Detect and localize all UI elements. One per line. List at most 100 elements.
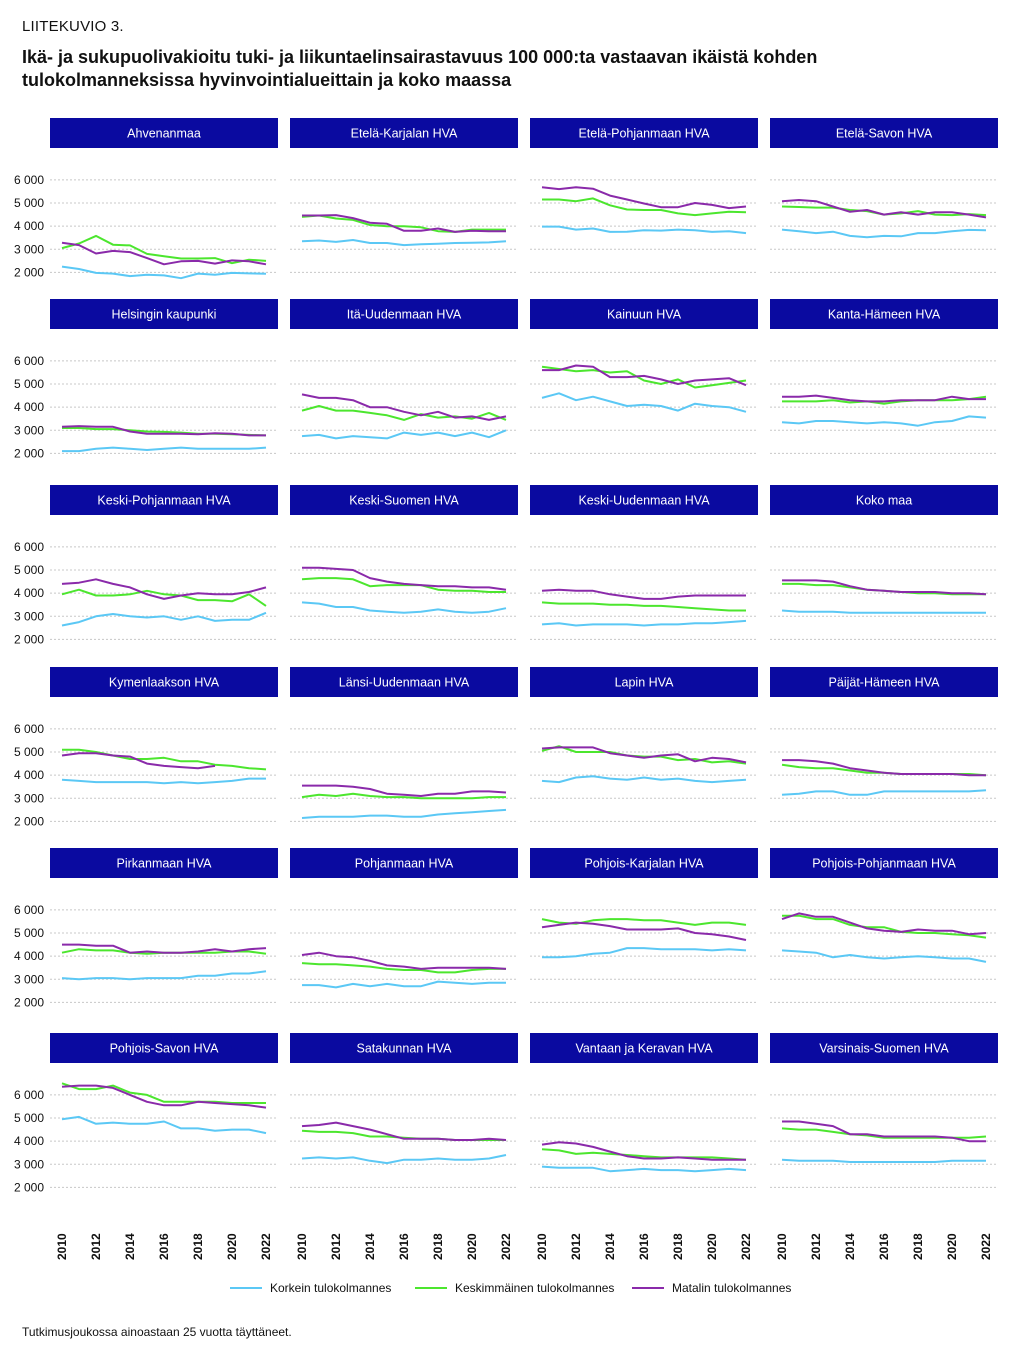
series-line-korkein [541,392,747,413]
series-line-matalin [541,1141,746,1161]
series-line-keskimmainen [301,214,506,233]
legend-item-korkein: Korkein tulokolmannes [230,1276,391,1300]
y-tick-label: 6 000 [14,722,44,736]
y-tick-label: 6 000 [14,173,44,187]
series-line-keskimmainen [782,395,987,405]
y-tick-label: 6 000 [14,903,44,917]
series-line-korkein [541,775,747,784]
legend-swatch-korkein [230,1287,262,1289]
series-line-matalin [781,199,987,219]
x-tick-label: 2012 [569,1233,583,1260]
footnote: Tutkimusjoukossa ainoastaan 25 vuotta tä… [22,1325,292,1339]
panel-header [770,118,998,148]
panel-header [290,118,518,148]
panel-title: Lapin HVA [615,676,674,690]
y-tick-label: 2 000 [14,995,44,1009]
legend-item-matalin: Matalin tulokolmannes [632,1276,791,1300]
x-tick-label: 2014 [363,1233,377,1260]
panel-title: Satakunnan HVA [357,1042,453,1056]
y-tick-label: 3 000 [14,791,44,805]
panel-header [530,1033,758,1063]
series-line-korkein [781,789,987,796]
legend-label-keskimmainen: Keskimmäinen tulokolmannes [455,1281,615,1295]
series-line-keskimmainen [301,792,506,800]
series-line-korkein [302,980,506,989]
y-tick-label: 2 000 [14,814,44,828]
figure-kicker: LIITEKUVIO 3. [22,18,124,35]
x-tick-label: 2014 [843,1233,857,1260]
series-line-korkein [61,611,267,627]
x-tick-label: 2020 [465,1233,479,1260]
x-tick-label: 2016 [397,1233,411,1260]
series-line-korkein [781,949,987,963]
series-line-matalin [302,214,506,233]
series-line-matalin [61,578,267,600]
legend-item-keskimmainen: Keskimmäinen tulokolmannes [415,1276,614,1300]
panel-title: Pohjois-Savon HVA [110,1042,220,1056]
series-line-matalin [541,186,747,210]
series-line-keskimmainen [541,1148,747,1161]
panel-header [50,299,278,329]
series-line-matalin [542,364,747,387]
series-line-matalin [541,921,747,941]
series-line-korkein [61,777,266,785]
panel-title: Vantaan ja Keravan HVA [575,1042,713,1056]
x-tick-label: 2022 [259,1233,273,1260]
x-tick-label: 2020 [945,1233,959,1260]
series-line-keskimmainen [782,914,987,939]
panel-header [530,485,758,515]
panel-title: Etelä-Karjalan HVA [351,127,458,141]
panel-title: Keski-Uudenmaan HVA [578,494,710,508]
series-line-korkein [301,429,507,440]
y-tick-label: 6 000 [14,1088,44,1102]
y-tick-label: 2 000 [14,1180,44,1194]
y-tick-label: 3 000 [14,242,44,256]
panel-title: Länsi-Uudenmaan HVA [339,676,470,690]
panel-title: Etelä-Savon HVA [836,127,933,141]
panel-header [770,1033,998,1063]
x-tick-label: 2022 [499,1233,513,1260]
x-tick-label: 2020 [705,1233,719,1260]
series-line-matalin [302,784,507,797]
series-line-matalin [782,394,986,403]
series-line-keskimmainen [61,234,267,265]
series-line-korkein [61,1115,267,1135]
series-line-korkein [301,808,507,819]
x-tick-label: 2018 [671,1233,685,1260]
panel-title: Varsinais-Suomen HVA [819,1042,949,1056]
panel-title: Koko maa [856,494,912,508]
series-line-matalin [62,943,267,954]
x-tick-label: 2010 [535,1233,549,1260]
x-tick-label: 2022 [979,1233,993,1260]
x-tick-label: 2020 [225,1233,239,1260]
y-tick-label: 5 000 [14,377,44,391]
panel-title: Pohjois-Pohjanmaan HVA [812,857,956,871]
y-tick-label: 4 000 [14,949,44,963]
series-line-korkein [542,225,747,235]
x-tick-label: 2018 [191,1233,205,1260]
series-line-korkein [62,446,267,453]
panel-header [50,667,278,697]
y-tick-label: 3 000 [14,1157,44,1171]
series-line-korkein [61,265,267,280]
y-tick-label: 4 000 [14,1134,44,1148]
x-tick-label: 2018 [911,1233,925,1260]
x-tick-label: 2010 [55,1233,69,1260]
panel-header [770,299,998,329]
series-line-matalin [782,759,986,777]
x-tick-label: 2016 [157,1233,171,1260]
series-line-matalin [782,579,987,596]
y-tick-label: 5 000 [14,745,44,759]
panel-title: Kanta-Hämeen HVA [828,308,941,322]
series-line-matalin [301,1121,507,1141]
panel-header [290,485,518,515]
series-line-keskimmainen [61,1082,266,1104]
series-line-matalin [61,1084,267,1109]
x-tick-label: 2012 [809,1233,823,1260]
y-tick-label: 4 000 [14,768,44,782]
series-line-korkein [781,609,986,614]
series-line-keskimmainen [62,748,267,771]
panel-header [50,848,278,878]
panel-title: Keski-Pohjanmaan HVA [97,494,231,508]
panel-header [770,667,998,697]
